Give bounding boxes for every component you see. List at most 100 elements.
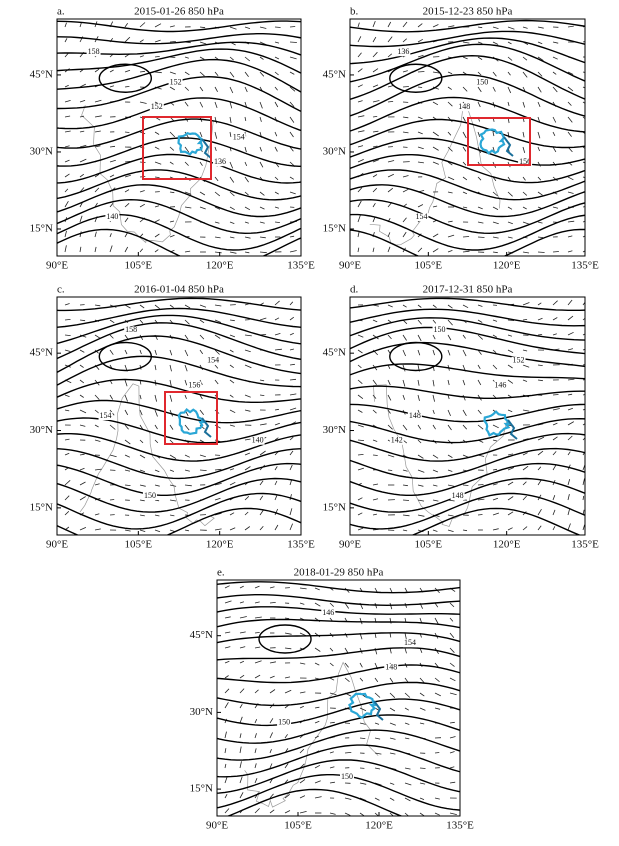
- lon-tick-label: 120°E: [206, 260, 234, 272]
- contour-label: 150: [476, 77, 488, 86]
- lat-tick-label: 45°N: [30, 347, 53, 359]
- contour-label: 146: [322, 608, 334, 617]
- wind-vector: [373, 455, 378, 456]
- lon-tick-label: 105°E: [125, 539, 153, 551]
- wind-vector: [420, 768, 426, 769]
- lon-tick-label: 90°E: [46, 260, 68, 272]
- panel-label: b.: [350, 6, 359, 18]
- panel-title: 2015-12-23 850 hPa: [423, 6, 513, 18]
- contour-label: 152: [151, 102, 163, 111]
- contour-label: 152: [170, 77, 182, 86]
- contour-label: 154: [415, 212, 427, 221]
- contour-label: 148: [385, 663, 397, 672]
- contour-label: 140: [252, 436, 264, 445]
- lat-tick-label: 15°N: [30, 501, 53, 513]
- map-panel: 158 156 140 150 154 154: [47, 297, 311, 546]
- wind-vector: [403, 87, 409, 88]
- panel-label: c.: [57, 284, 65, 296]
- lat-tick-label: 45°N: [190, 629, 213, 641]
- lon-tick-label: 105°E: [284, 820, 312, 832]
- panel-title: 2016-01-04 850 hPa: [134, 284, 224, 296]
- contour-label: 146: [494, 380, 506, 389]
- lon-tick-label: 105°E: [125, 260, 153, 272]
- lat-tick-label: 15°N: [323, 501, 346, 513]
- lat-tick-label: 30°N: [323, 424, 346, 436]
- contour-label: 154: [207, 356, 219, 365]
- lon-tick-label: 120°E: [493, 260, 521, 272]
- wind-vector: [125, 132, 129, 133]
- contour-label: 150: [434, 325, 446, 334]
- lat-tick-label: 30°N: [323, 145, 346, 157]
- lat-tick-label: 15°N: [190, 783, 213, 795]
- panel-label: e.: [217, 567, 225, 579]
- lat-tick-label: 15°N: [323, 223, 346, 235]
- panel-title: 2018-01-29 850 hPa: [294, 567, 384, 579]
- lon-tick-label: 135°E: [571, 260, 599, 272]
- wind-vector: [290, 42, 297, 43]
- panel-title: 2017-12-31 850 hPa: [423, 284, 513, 296]
- map-panel: 158 152 136 140 152 154: [47, 19, 311, 267]
- lon-tick-label: 90°E: [339, 539, 361, 551]
- lon-tick-label: 135°E: [446, 820, 474, 832]
- contour-label: 152: [512, 356, 524, 365]
- contour-label: 140: [106, 212, 118, 221]
- wind-vector: [463, 237, 469, 238]
- contour-label: 154: [233, 132, 245, 141]
- contour-label: 150: [341, 772, 353, 781]
- contour-label: 148: [409, 411, 421, 420]
- wind-vector: [553, 252, 559, 253]
- contour-label: 150: [144, 491, 156, 500]
- lon-tick-label: 135°E: [571, 539, 599, 551]
- map-panel: 150 146 142 148 152 148: [340, 297, 592, 546]
- wind-vector: [478, 237, 485, 238]
- contour-label: 148: [452, 491, 464, 500]
- panel-label: d.: [350, 284, 359, 296]
- lon-tick-label: 105°E: [415, 260, 443, 272]
- lat-tick-label: 30°N: [30, 424, 53, 436]
- contour-label: 148: [458, 102, 470, 111]
- lon-tick-label: 105°E: [415, 539, 443, 551]
- wind-vector: [435, 753, 439, 754]
- wind-vector: [418, 72, 424, 73]
- lat-tick-label: 45°N: [30, 68, 53, 80]
- panel-label: a.: [57, 6, 65, 18]
- contour-label: 154: [100, 411, 112, 420]
- lon-tick-label: 90°E: [46, 539, 68, 551]
- lat-tick-label: 30°N: [30, 145, 53, 157]
- wind-vector: [403, 500, 409, 501]
- lon-tick-label: 120°E: [206, 539, 234, 551]
- lon-tick-label: 135°E: [287, 260, 315, 272]
- lon-tick-label: 135°E: [287, 539, 315, 551]
- contour-label: 156: [188, 380, 200, 389]
- wind-vector: [463, 485, 468, 486]
- panel-title: 2015-01-26 850 hPa: [134, 6, 224, 18]
- contour-label: 136: [397, 47, 409, 56]
- wind-vector: [290, 27, 295, 28]
- lat-tick-label: 30°N: [190, 706, 213, 718]
- contour-label: 142: [391, 436, 403, 445]
- map-panel: 146 148 150 150 154: [207, 580, 465, 827]
- lat-tick-label: 45°N: [323, 347, 346, 359]
- lat-tick-label: 15°N: [30, 223, 53, 235]
- wind-vector: [538, 252, 545, 253]
- map-bg: [350, 297, 585, 535]
- lon-tick-label: 120°E: [365, 820, 393, 832]
- lon-tick-label: 90°E: [339, 260, 361, 272]
- contour-label: 158: [88, 47, 100, 56]
- wind-vector: [388, 470, 392, 471]
- contour-label: 154: [404, 638, 416, 647]
- wind-vector: [275, 27, 281, 28]
- lat-tick-label: 45°N: [323, 68, 346, 80]
- contour-label: 136: [214, 157, 226, 166]
- wind-vector: [478, 515, 483, 516]
- wind-vector: [478, 485, 484, 486]
- lon-tick-label: 120°E: [493, 539, 521, 551]
- wind-vector: [110, 500, 114, 501]
- lon-tick-label: 90°E: [206, 820, 228, 832]
- wind-vector: [418, 87, 422, 88]
- contour-label: 158: [125, 325, 137, 334]
- contour-label: 150: [278, 717, 290, 726]
